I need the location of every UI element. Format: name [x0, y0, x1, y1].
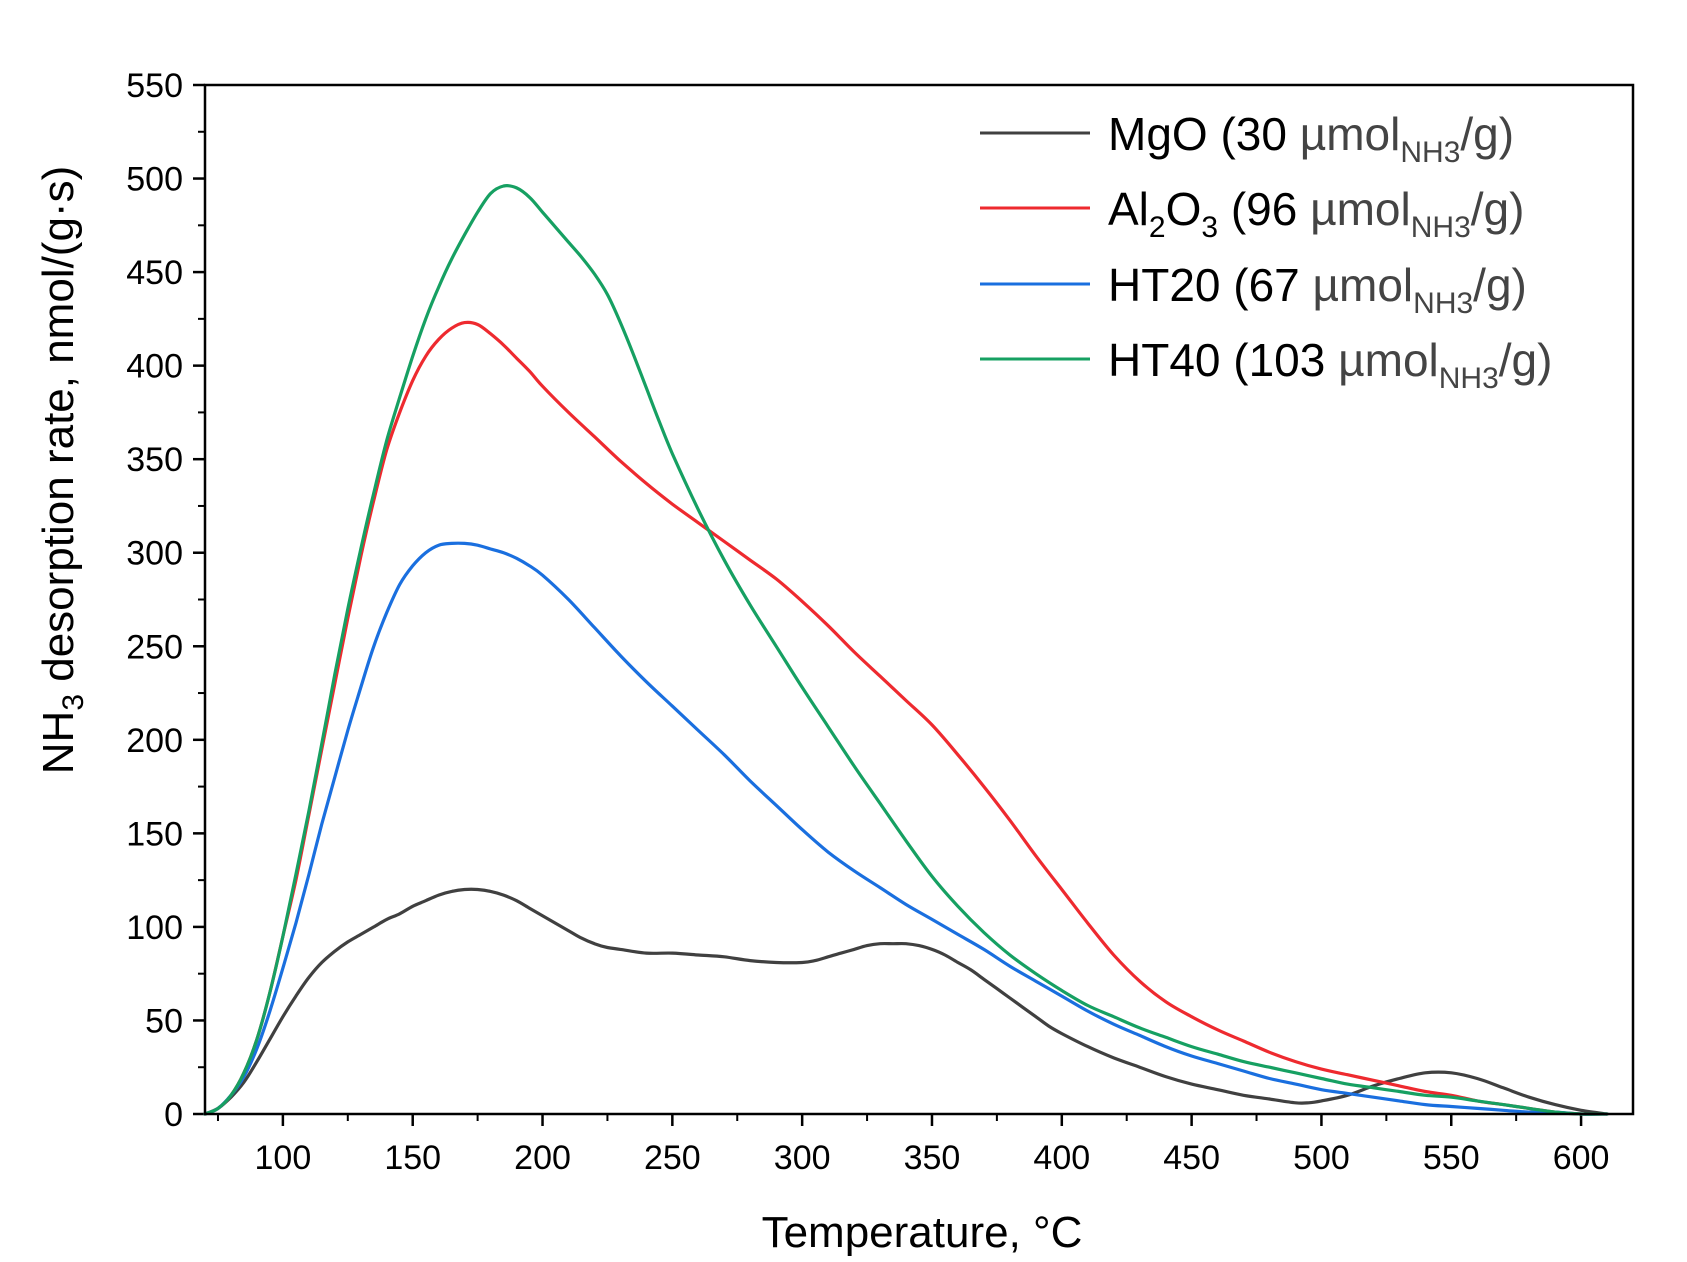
series-line-al2o3	[203, 320, 1609, 1116]
y-tick-label: 100	[126, 909, 183, 947]
legend-label-ht40: HT40 (103 µmolNH3/g)	[1108, 334, 1552, 395]
x-tick-label: 450	[1163, 1139, 1220, 1177]
y-tick-label: 250	[126, 628, 183, 666]
series-layer	[203, 184, 1609, 1116]
y-tick-label: 0	[164, 1096, 183, 1134]
legend-label-mgo: MgO (30 µmolNH3/g)	[1108, 108, 1514, 169]
y-axis-title-prefix: NH	[34, 711, 83, 775]
series-line-ht40	[203, 184, 1609, 1116]
y-tick-label: 150	[126, 815, 183, 853]
x-tick-label: 550	[1423, 1139, 1480, 1177]
x-tick-label: 100	[255, 1139, 312, 1177]
y-tick-label: 300	[126, 535, 183, 573]
y-tick-label: 350	[126, 441, 183, 479]
y-tick-label: 450	[126, 254, 183, 292]
y-tick-labels: 0 50 100 150 200 250 300 350 400 450 500 550	[126, 67, 183, 1134]
y-axis-title-suffix: desorption rate, nmol/(g·s)	[34, 166, 83, 694]
series-line-ht20	[203, 541, 1609, 1116]
y-tick-label: 550	[126, 67, 183, 105]
x-tick-label: 400	[1033, 1139, 1090, 1177]
axis-ticks	[193, 83, 1583, 1126]
y-tick-label: 50	[145, 1002, 183, 1040]
x-tick-label: 300	[774, 1139, 831, 1177]
y-tick-label: 500	[126, 161, 183, 199]
y-tick-label: 400	[126, 348, 183, 386]
x-tick-label: 350	[904, 1139, 961, 1177]
legend-label-ht20: HT20 (67 µmolNH3/g)	[1108, 259, 1527, 320]
y-tick-label: 200	[126, 722, 183, 760]
series-line-mgo	[203, 887, 1609, 1116]
x-axis-title: Temperature, °C	[762, 1208, 1083, 1257]
x-tick-label: 500	[1293, 1139, 1350, 1177]
legend: MgO (30 µmolNH3/g) Al2O3 (96 µmolNH3/g) …	[980, 108, 1552, 395]
y-axis-title-sub: 3	[57, 694, 90, 711]
x-tick-label: 600	[1553, 1139, 1610, 1177]
x-tick-label: 200	[514, 1139, 571, 1177]
x-tick-labels: 100 150 200 250 300 350 400 450 500 550 600	[255, 1139, 1610, 1177]
plot-frame	[203, 83, 1635, 1116]
x-tick-label: 250	[644, 1139, 701, 1177]
x-tick-label: 150	[384, 1139, 441, 1177]
y-axis-title: NH3 desorption rate, nmol/(g·s)	[34, 166, 90, 774]
legend-label-al2o3: Al2O3 (96 µmolNH3/g)	[1108, 183, 1524, 244]
